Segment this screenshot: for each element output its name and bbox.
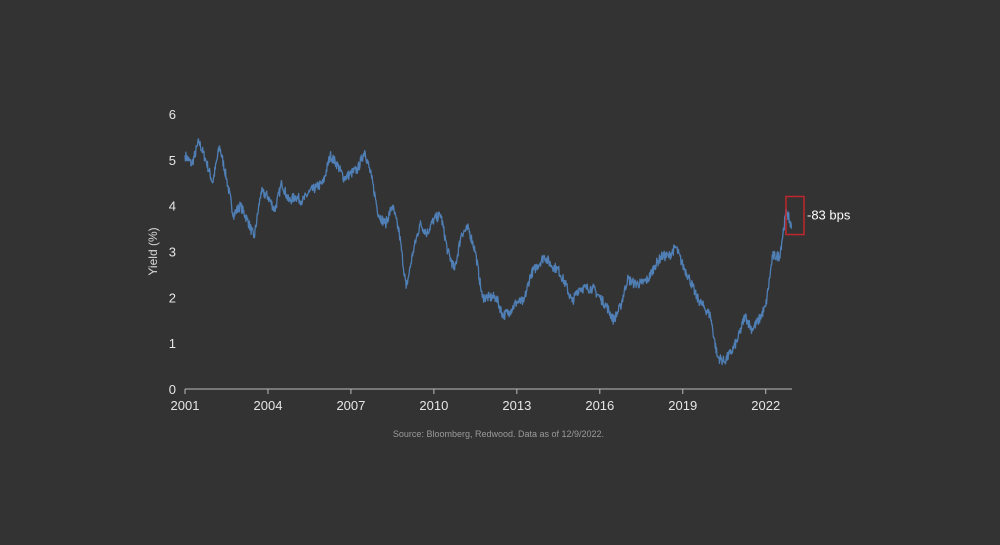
- y-tick-label: 4: [169, 199, 176, 214]
- yield-series-line: [184, 138, 793, 366]
- bps-annotation-label: -83 bps: [807, 208, 851, 223]
- y-tick-label: 5: [169, 153, 176, 168]
- x-tick-label: 2013: [502, 398, 531, 413]
- plot-area: [184, 138, 793, 366]
- x-tick-label: 2010: [419, 398, 448, 413]
- bps-bracket: [785, 195, 805, 236]
- y-tick-label: 0: [169, 382, 176, 397]
- y-tick-label: 1: [169, 336, 176, 351]
- y-tick-label: 6: [169, 107, 176, 122]
- x-tick-label: 2022: [751, 398, 780, 413]
- y-axis-label: Yield (%): [146, 227, 160, 275]
- x-tick-label: 2019: [668, 398, 697, 413]
- x-axis-ticks: 2001 2004 2007 2010 2013 2016 2019 2022: [171, 389, 780, 413]
- x-tick-label: 2007: [336, 398, 365, 413]
- y-tick-label: 2: [169, 290, 176, 305]
- x-tick-label: 2004: [254, 398, 283, 413]
- x-tick-label: 2001: [171, 398, 200, 413]
- x-tick-label: 2016: [585, 398, 614, 413]
- source-note: Source: Bloomberg, Redwood. Data as of 1…: [393, 429, 604, 439]
- y-tick-label: 3: [169, 245, 176, 260]
- y-axis-ticks: 0 1 2 3 4 5 6: [169, 107, 176, 397]
